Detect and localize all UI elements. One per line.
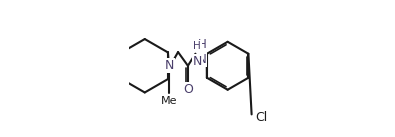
Text: O: O [183,83,193,95]
Text: N: N [193,55,202,68]
Text: Cl: Cl [255,111,267,124]
Text: H
N: H N [198,38,206,66]
Text: H: H [193,41,201,51]
Text: N: N [164,59,174,72]
Text: Me: Me [161,96,177,106]
